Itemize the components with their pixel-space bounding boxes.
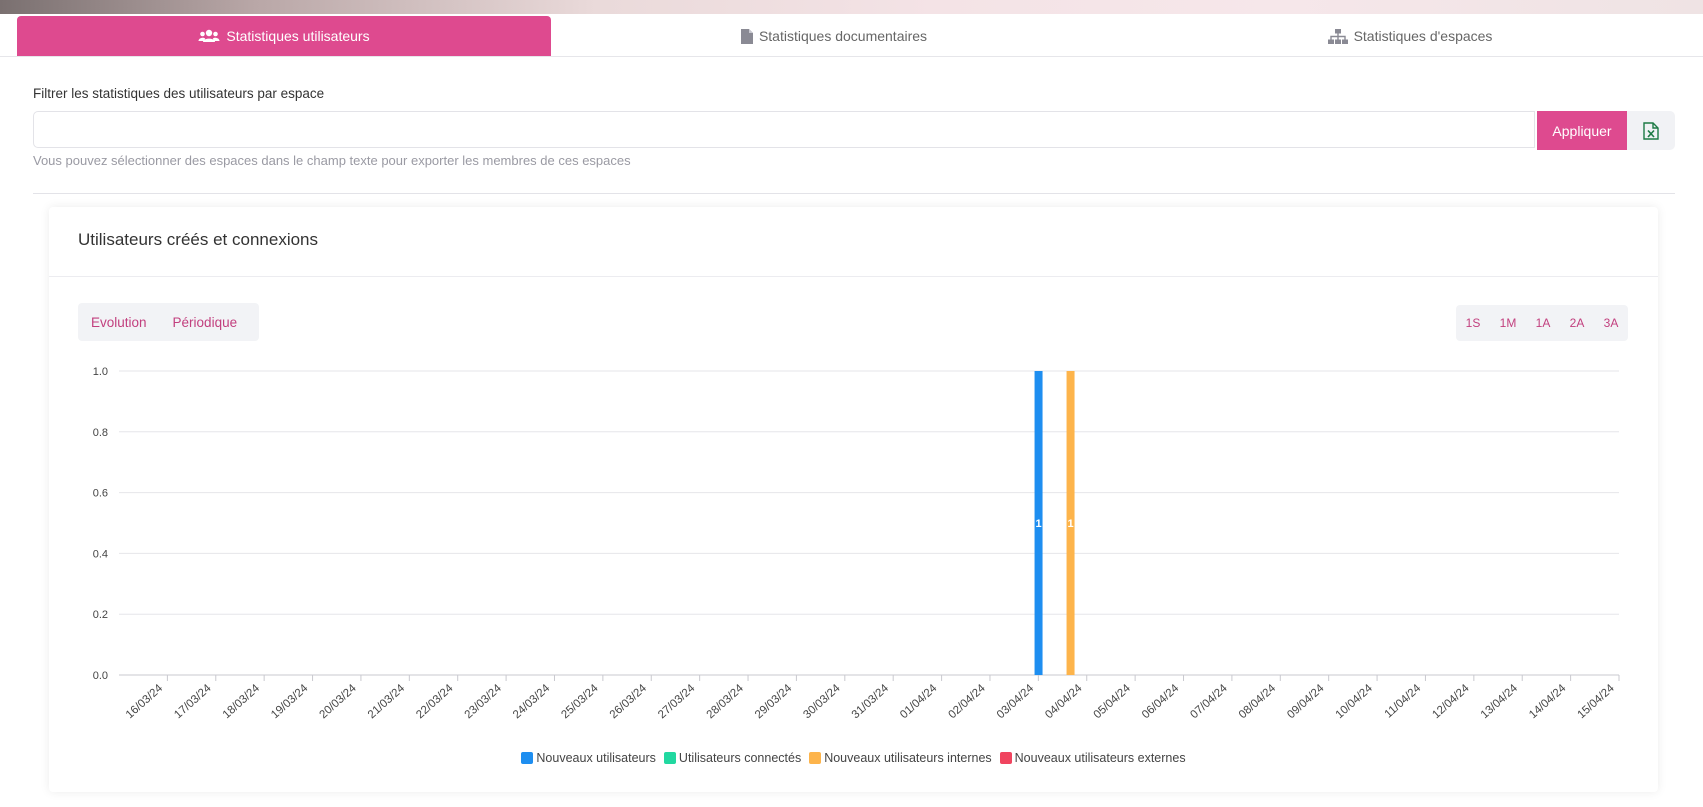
tab-user-statistics[interactable]: Statistiques utilisateurs	[17, 16, 551, 56]
stats-tabs: Statistiques utilisateurs Statistiques d…	[0, 14, 1703, 57]
x-tick-label: 27/03/24	[656, 682, 698, 721]
x-tick-label: 30/03/24	[801, 682, 843, 721]
x-tick-label: 17/03/24	[172, 682, 214, 721]
y-tick-label: 0.2	[93, 609, 108, 621]
card-title: Utilisateurs créés et connexions	[78, 230, 319, 249]
bar-data-label: 1	[1067, 518, 1073, 530]
x-tick-label: 18/03/24	[221, 682, 263, 721]
file-icon	[740, 28, 753, 44]
mode-periodic-button[interactable]: Périodique	[172, 314, 238, 330]
x-tick-label: 16/03/24	[124, 682, 166, 721]
x-tick-label: 25/03/24	[559, 682, 601, 721]
card-divider	[49, 276, 1658, 277]
x-tick-label: 08/04/24	[1237, 682, 1279, 721]
export-excel-button[interactable]	[1627, 111, 1675, 150]
bar-data-label: 1	[1035, 518, 1041, 530]
legend-label: Nouveaux utilisateurs internes	[824, 751, 992, 765]
users-chart-card: Utilisateurs créés et connexions Evoluti…	[49, 207, 1658, 792]
legend-item[interactable]: Nouveaux utilisateurs internes	[809, 751, 992, 765]
tab-label: Statistiques utilisateurs	[226, 28, 370, 44]
apply-button[interactable]: Appliquer	[1537, 111, 1627, 150]
range-1s-button[interactable]: 1S	[1465, 316, 1481, 330]
legend-item[interactable]: Nouveaux utilisateurs externes	[999, 751, 1186, 765]
x-tick-label: 19/03/24	[269, 682, 311, 721]
filter-row: Appliquer	[33, 111, 1675, 150]
x-tick-label: 14/04/24	[1527, 682, 1569, 721]
legend-label: Nouveaux utilisateurs	[536, 751, 656, 765]
time-range-selector: 1S 1M 1A 2A 3A	[1456, 305, 1628, 341]
sitemap-icon	[1327, 28, 1348, 44]
x-tick-label: 03/04/24	[995, 682, 1037, 721]
range-2a-button[interactable]: 2A	[1569, 316, 1585, 330]
chart-mode-toggle: Evolution Périodique	[78, 303, 259, 341]
x-tick-label: 15/04/24	[1576, 682, 1618, 721]
x-tick-label: 20/03/24	[317, 682, 359, 721]
space-filter-input[interactable]	[33, 111, 1535, 148]
tab-label: Statistiques documentaires	[758, 28, 928, 44]
filter-help-text: Vous pouvez sélectionner des espaces dan…	[33, 153, 631, 168]
tab-space-statistics[interactable]: Statistiques d'espaces	[1117, 16, 1703, 56]
x-tick-label: 28/03/24	[705, 682, 747, 721]
tab-label: Statistiques d'espaces	[1353, 28, 1493, 44]
legend-swatch	[999, 752, 1012, 764]
x-tick-label: 23/03/24	[463, 682, 505, 721]
legend-item[interactable]: Utilisateurs connectés	[663, 751, 802, 765]
y-tick-label: 0.8	[93, 427, 108, 439]
x-tick-label: 10/04/24	[1334, 682, 1376, 721]
bar-nouveaux-utilisateurs-internes	[1066, 371, 1075, 675]
mode-evolution-button[interactable]: Evolution	[91, 314, 147, 330]
x-tick-label: 09/04/24	[1285, 682, 1327, 721]
x-tick-label: 07/04/24	[1188, 682, 1230, 721]
legend-swatch	[663, 752, 676, 764]
divider	[33, 193, 1675, 194]
top-banner-image	[0, 0, 1703, 14]
legend-swatch	[521, 752, 534, 764]
legend-label: Nouveaux utilisateurs externes	[1014, 751, 1186, 765]
legend-label: Utilisateurs connectés	[678, 751, 802, 765]
tab-document-statistics[interactable]: Statistiques documentaires	[551, 16, 1117, 56]
y-tick-label: 1.0	[93, 366, 108, 378]
filter-label: Filtrer les statistiques des utilisateur…	[33, 86, 325, 101]
x-tick-label: 13/04/24	[1479, 682, 1521, 721]
y-tick-label: 0.0	[93, 670, 108, 682]
x-tick-label: 02/04/24	[946, 682, 988, 721]
chart-legend: Nouveaux utilisateurs Utilisateurs connec…	[49, 751, 1658, 765]
x-tick-label: 06/04/24	[1140, 682, 1182, 721]
y-tick-label: 0.6	[93, 488, 108, 500]
x-tick-label: 31/03/24	[850, 682, 892, 721]
x-tick-label: 26/03/24	[608, 682, 650, 721]
x-tick-label: 24/03/24	[511, 682, 553, 721]
x-tick-label: 29/03/24	[753, 682, 795, 721]
range-1m-button[interactable]: 1M	[1499, 316, 1517, 330]
x-tick-label: 11/04/24	[1383, 682, 1424, 721]
x-tick-label: 04/04/24	[1043, 682, 1085, 721]
y-tick-label: 0.4	[93, 548, 108, 560]
x-tick-label: 12/04/24	[1430, 682, 1472, 721]
users-icon	[198, 29, 220, 42]
legend-item[interactable]: Nouveaux utilisateurs	[521, 751, 656, 765]
bar-nouveaux-utilisateurs	[1034, 371, 1043, 675]
range-1a-button[interactable]: 1A	[1535, 316, 1551, 330]
x-tick-label: 05/04/24	[1092, 682, 1134, 721]
x-tick-label: 01/04/24	[898, 682, 940, 721]
excel-icon	[1643, 121, 1659, 140]
x-tick-label: 22/03/24	[414, 682, 456, 721]
range-3a-button[interactable]: 3A	[1603, 316, 1619, 330]
legend-swatch	[809, 752, 822, 764]
x-tick-label: 21/03/24	[366, 682, 408, 721]
users-bar-chart: 1.0 0.8 0.6 0.4 0.2 0.0 16/03/24 17/03/24 18/03/…	[93, 366, 1620, 721]
